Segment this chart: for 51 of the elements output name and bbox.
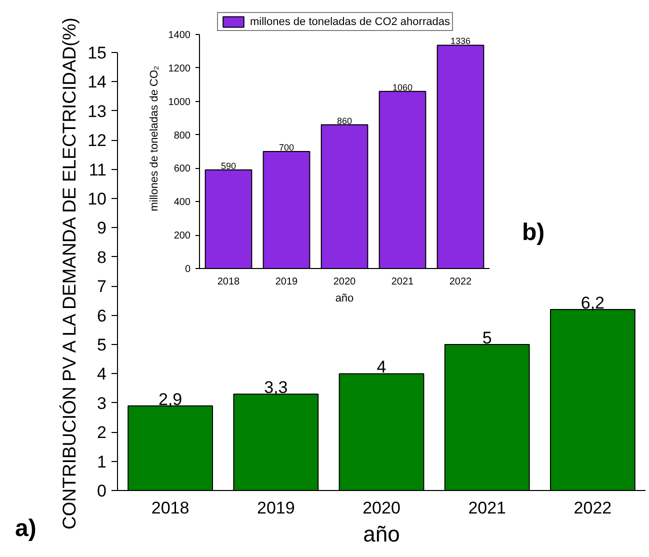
y-tick-label: 6 bbox=[97, 306, 107, 326]
y-tick-label: 12 bbox=[88, 131, 107, 150]
data-label: 3,3 bbox=[264, 378, 288, 398]
y-tick-label: 11 bbox=[88, 160, 107, 180]
y-tick-label: 4 bbox=[97, 364, 107, 384]
x-tick-label: 2019 bbox=[256, 498, 295, 518]
x-tick-label: 2020 bbox=[333, 276, 356, 288]
x-tick-label: 2020 bbox=[362, 498, 400, 518]
y-tick-label: 1400 bbox=[168, 30, 191, 41]
data-label: 5 bbox=[482, 328, 492, 348]
y-tick-label: 0 bbox=[97, 482, 107, 500]
y-axis-title: millones de toneladas de CO₂ bbox=[148, 66, 160, 212]
x-tick-label: 2021 bbox=[391, 276, 414, 288]
data-label: 4 bbox=[376, 358, 386, 377]
legend-label: millones de toneladas de CO2 ahorradas bbox=[250, 15, 450, 28]
y-tick-label: 9 bbox=[97, 218, 107, 238]
y-tick-label: 8 bbox=[97, 248, 107, 267]
y-tick-label: 5 bbox=[97, 336, 107, 354]
text: a) bbox=[15, 515, 36, 542]
y-tick-label: 200 bbox=[174, 230, 191, 242]
y-tick-label: 1 bbox=[97, 452, 107, 472]
data-label: 2,9 bbox=[158, 390, 182, 409]
y-tick-label: 15 bbox=[88, 44, 107, 62]
x-axis-title: año bbox=[363, 522, 400, 546]
y-tick-label: 600 bbox=[174, 164, 191, 175]
y-tick-label: 800 bbox=[174, 130, 191, 142]
y-tick-label: 3 bbox=[97, 394, 107, 413]
y-tick-label: 2 bbox=[97, 423, 107, 442]
data-label: 590 bbox=[220, 160, 236, 171]
y-tick-label: 7 bbox=[97, 277, 107, 296]
annotation: b) bbox=[522, 219, 545, 246]
data-label: 700 bbox=[278, 142, 294, 152]
y-axis-title: CONTRIBUCIÓN PV A LA DEMANDA DE ELECTRICIDAD(%) bbox=[58, 18, 80, 530]
y-tick-label: 14 bbox=[88, 72, 107, 92]
y-tick-label: 400 bbox=[174, 197, 191, 208]
x-tick-label: 2018 bbox=[217, 276, 240, 288]
y-tick-label: 1000 bbox=[168, 96, 191, 108]
y-tick-label: 1200 bbox=[168, 63, 191, 74]
x-tick-label: 2021 bbox=[468, 498, 506, 518]
x-axis-title: año bbox=[335, 292, 354, 304]
y-tick-label: 10 bbox=[88, 190, 107, 208]
data-label: 6,2 bbox=[580, 293, 605, 312]
data-label: 860 bbox=[336, 116, 352, 126]
y-tick-label: 13 bbox=[88, 102, 107, 121]
x-tick-label: 2022 bbox=[574, 498, 612, 518]
data-label: 1060 bbox=[392, 82, 413, 92]
y-tick-label: 0 bbox=[184, 264, 191, 275]
x-tick-label: 2018 bbox=[151, 498, 190, 518]
x-tick-label: 2019 bbox=[275, 276, 298, 288]
data-label: 1336 bbox=[450, 36, 471, 46]
x-tick-label: 2022 bbox=[449, 276, 472, 288]
